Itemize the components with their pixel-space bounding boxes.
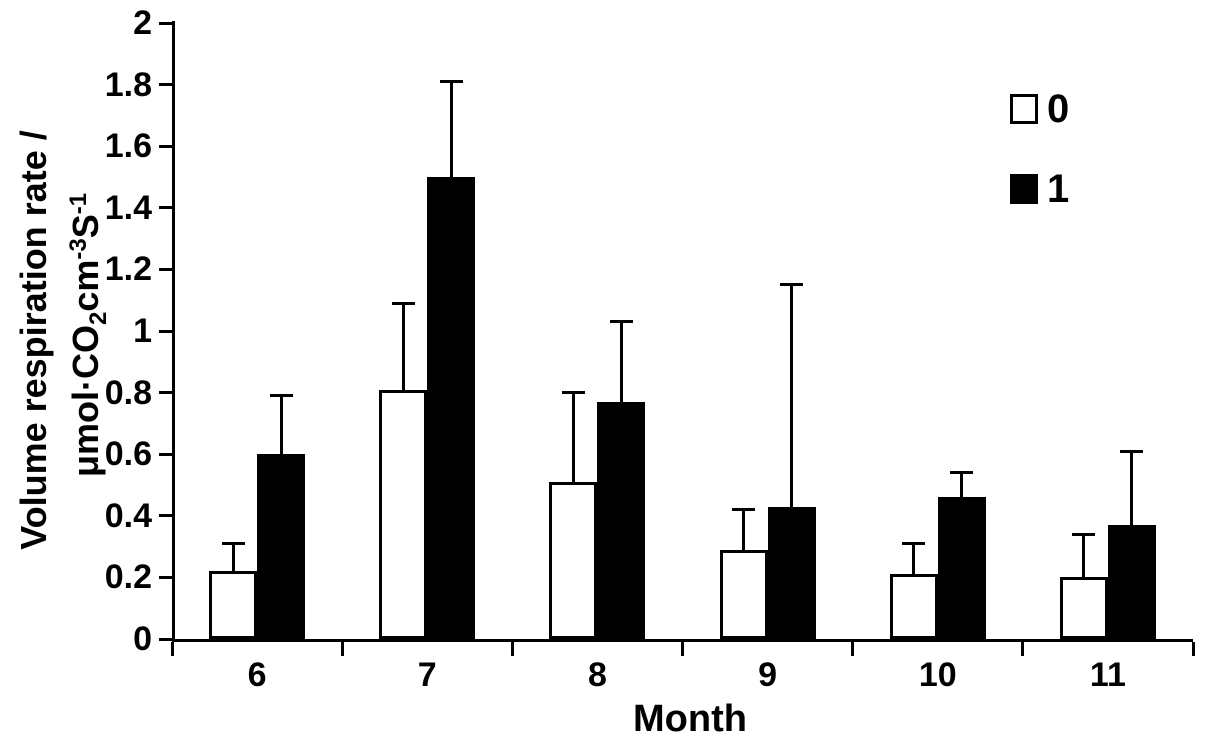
x-axis-line [172, 639, 1193, 642]
error-bar-stem [960, 472, 964, 498]
y-axis-tick [159, 391, 172, 395]
error-bar-cap [221, 542, 245, 546]
x-axis-tick [510, 642, 514, 656]
legend-swatch-filled-square-icon [1010, 174, 1038, 204]
error-bar-stem [742, 509, 746, 550]
x-axis-tick-label: 11 [1089, 656, 1126, 694]
error-bar-stem [401, 303, 405, 390]
y-axis-tick-label: 0.6 [104, 435, 152, 474]
error-bar-cap [1120, 449, 1144, 453]
bar-series-1-month-11 [1107, 525, 1156, 639]
error-bar-stem [1082, 534, 1086, 578]
x-axis-tick-label: 7 [417, 656, 437, 694]
y-axis-tick [159, 144, 172, 148]
x-axis-tick [1021, 642, 1025, 656]
y-axis-tick-label: 1.8 [104, 65, 152, 104]
error-bar-cap [902, 542, 926, 546]
error-bar-stem [619, 321, 623, 402]
bar-series-0-month-6 [209, 571, 258, 639]
x-axis-tick [170, 642, 174, 656]
legend: 0 1 [1010, 88, 1069, 210]
error-bar-cap [269, 394, 293, 398]
y-axis-tick [159, 267, 172, 271]
error-bar-stem [912, 543, 916, 575]
error-bar-stem [449, 81, 453, 177]
y-axis-tick-label: 1.6 [104, 127, 152, 166]
bar-series-1-month-6 [257, 454, 306, 639]
error-bar-cap [950, 471, 974, 475]
legend-item-series-0: 0 [1010, 88, 1069, 130]
x-axis-tick [681, 642, 684, 656]
y-axis-tick-label: 1 [133, 312, 152, 350]
bar-series-0-month-10 [889, 574, 938, 639]
error-bar-cap [391, 301, 415, 305]
bar-series-1-month-7 [427, 177, 476, 639]
y-axis-tick-label: 0.4 [104, 496, 152, 535]
error-bar-cap [732, 508, 756, 512]
y-axis-tick-label: 1.2 [104, 250, 152, 289]
legend-label: 0 [1047, 87, 1070, 131]
bar-series-0-month-7 [379, 389, 428, 639]
y-axis-tick-label: 2 [133, 4, 152, 42]
y-axis-tick-label: 0.2 [104, 558, 152, 597]
legend-item-series-1: 1 [1010, 168, 1069, 210]
y-axis-tick [159, 206, 172, 210]
y-axis-line [172, 21, 175, 642]
y-axis-tick [159, 452, 172, 456]
error-bar-stem [1130, 451, 1134, 526]
y-axis-tick [159, 637, 172, 641]
bar-series-1-month-9 [767, 506, 816, 639]
y-axis-tick-label: 0.8 [104, 373, 152, 412]
y-axis-tick [159, 575, 172, 579]
x-axis-tick [340, 642, 344, 656]
x-axis-tick-label: 6 [247, 656, 267, 694]
y-axis-tick [159, 514, 172, 518]
error-bar-cap [780, 283, 804, 287]
bar-series-1-month-10 [937, 497, 986, 639]
y-axis-tick-label: 1.4 [104, 188, 152, 227]
error-bar-stem [279, 395, 283, 455]
error-bar-stem [571, 392, 575, 482]
x-axis-tick [851, 642, 855, 656]
y-axis-title-line1: Volume respiration rate / [13, 130, 54, 550]
bar-series-0-month-9 [719, 549, 768, 639]
y-axis-tick [159, 21, 172, 25]
error-bar-cap [439, 80, 463, 84]
x-axis-tick-label: 8 [587, 656, 607, 694]
y-axis-tick-label: 0 [133, 620, 152, 658]
error-bar-cap [561, 391, 585, 395]
y-axis-tick [159, 329, 172, 333]
bar-series-0-month-8 [549, 481, 598, 639]
x-axis-title: Month [633, 698, 747, 740]
x-axis-tick-label: 9 [758, 656, 778, 694]
x-axis-tick-label: 10 [918, 656, 957, 694]
y-axis-tick [159, 83, 172, 87]
legend-label: 1 [1047, 167, 1070, 211]
error-bar-stem [231, 543, 235, 572]
legend-swatch-open-square-icon [1010, 94, 1038, 124]
bar-series-1-month-8 [597, 401, 646, 639]
error-bar-cap [609, 320, 633, 324]
error-bar-stem [790, 284, 794, 507]
bar-series-0-month-11 [1059, 577, 1108, 639]
error-bar-cap [1072, 532, 1096, 536]
x-axis-tick [1191, 642, 1195, 656]
